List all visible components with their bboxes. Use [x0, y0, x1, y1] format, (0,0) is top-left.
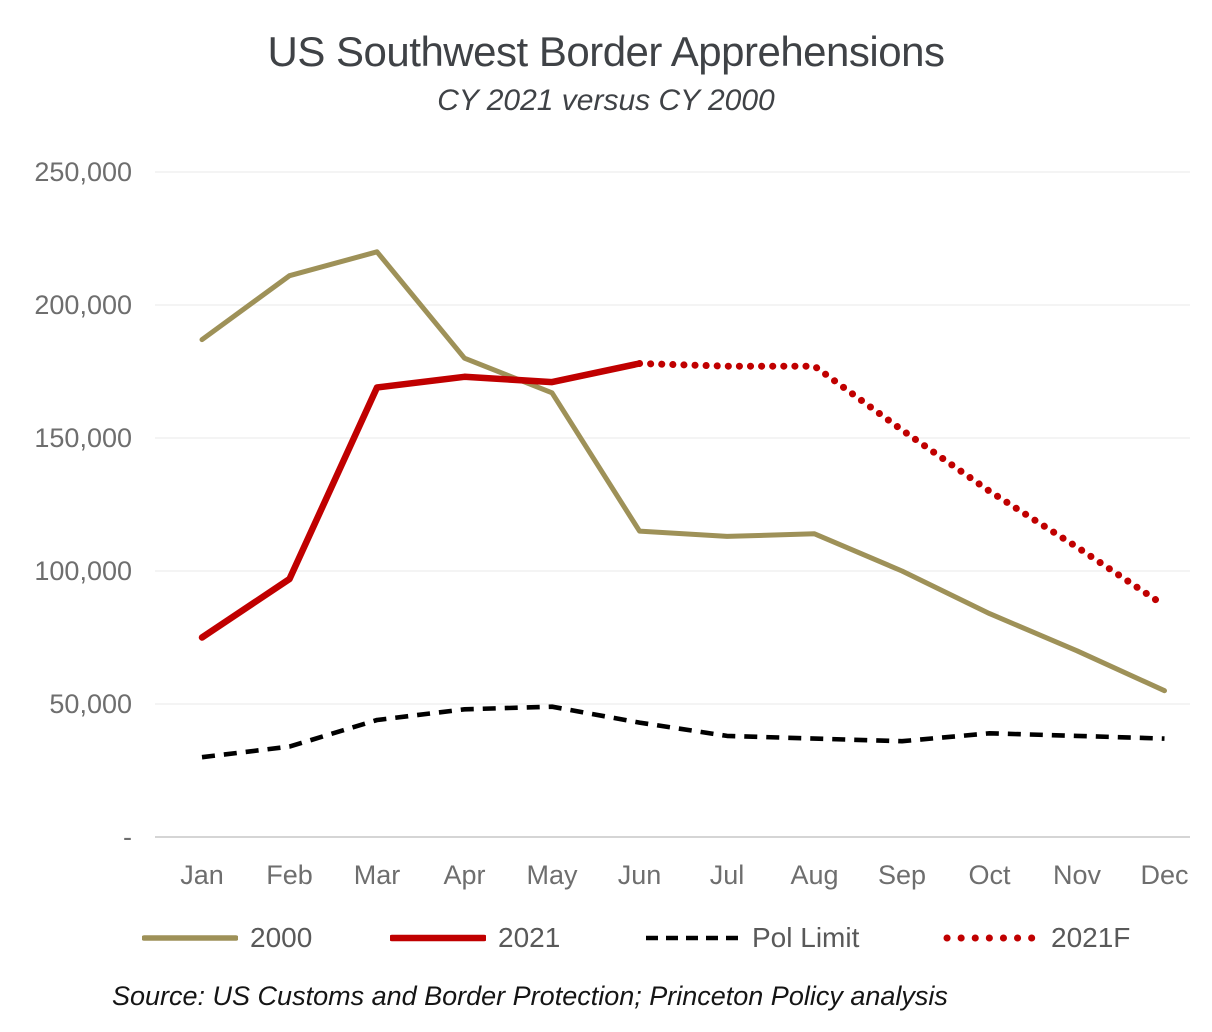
legend-line-dotted-red-icon	[943, 934, 1039, 942]
chart-title: US Southwest Border Apprehensions	[267, 28, 945, 75]
x-tick-jan: Jan	[180, 860, 224, 890]
y-tick-label: 100,000	[34, 556, 132, 586]
legend-item-2000: 2000	[142, 920, 312, 956]
source-note: Source: US Customs and Border Protection…	[112, 981, 948, 1011]
y-tick-label: 250,000	[34, 157, 132, 187]
legend-item-2021f: 2021F	[943, 920, 1130, 956]
x-tick-jun: Jun	[617, 860, 662, 890]
x-tick-mar: Mar	[353, 860, 401, 890]
x-tick-sep: Sep	[877, 860, 927, 890]
x-tick-dec: Dec	[1140, 860, 1189, 890]
y-tick-zero-label: -	[123, 822, 132, 852]
x-tick-feb: Feb	[266, 860, 313, 890]
legend-label: Pol Limit	[752, 922, 860, 953]
y-tick-label: 150,000	[34, 423, 132, 453]
legend-label: 2021F	[1051, 922, 1131, 953]
y-tick-label: 50,000	[49, 689, 132, 719]
y-tick-label: 200,000	[34, 290, 132, 320]
legend-label: 2000	[250, 922, 313, 953]
legend-item-pol-limit: Pol Limit	[644, 920, 859, 956]
legend-label: 2021	[498, 922, 561, 953]
legend-line-solid-olive-icon	[142, 935, 238, 941]
x-tick-aug: Aug	[790, 860, 839, 890]
x-tick-jul: Jul	[709, 860, 745, 890]
x-tick-oct: Oct	[968, 860, 1011, 890]
legend-line-solid-red-icon	[390, 934, 486, 942]
x-tick-nov: Nov	[1052, 860, 1102, 890]
x-tick-apr: Apr	[443, 860, 486, 890]
chart-subtitle: CY 2021 versus CY 2000	[437, 84, 775, 117]
x-tick-may: May	[526, 860, 578, 890]
legend-line-dashed-black-icon	[646, 935, 738, 941]
legend-item-2021: 2021	[390, 920, 560, 956]
